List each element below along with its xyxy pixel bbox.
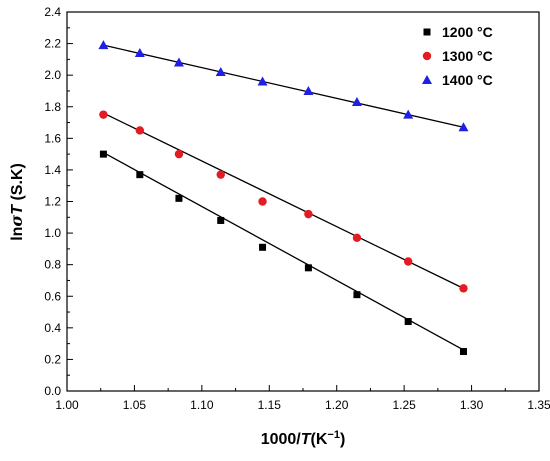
y-tick-label: 1.2: [44, 195, 61, 209]
y-tick-label: 0.0: [44, 384, 61, 398]
data-point-circle: [258, 197, 267, 206]
data-point-triangle: [458, 122, 469, 132]
fit-lines: [103, 44, 464, 351]
data-point-circle: [99, 110, 108, 119]
data-point-triangle: [257, 76, 268, 86]
y-axis-title-sigma: σ: [7, 215, 26, 227]
x-tick-label: 1.10: [190, 398, 214, 412]
data-point-circle: [216, 170, 225, 179]
y-tick-label: 2.4: [44, 5, 61, 19]
x-tick-label: 1.25: [392, 398, 416, 412]
y-tick-label: 1.4: [44, 163, 61, 177]
data-point-triangle: [351, 97, 362, 107]
legend-label: 1200 °C: [442, 24, 493, 40]
y-tick-label: 2.2: [44, 37, 61, 51]
x-axis-title-exponent: −1: [327, 429, 340, 441]
y-axis-title-unit: (S.K): [9, 163, 26, 205]
x-tick-label: 1.00: [55, 398, 79, 412]
y-tick-label: 0.4: [44, 321, 61, 335]
x-axis-title-prefix: 1000/: [261, 431, 302, 448]
legend-label: 1400 °C: [442, 72, 493, 88]
fit-line: [103, 112, 464, 289]
y-tick-label: 1.0: [44, 226, 61, 240]
x-tick-label: 1.15: [258, 398, 282, 412]
data-point-square: [304, 264, 312, 272]
x-tick-label: 1.35: [527, 398, 550, 412]
data-point-square: [175, 194, 183, 202]
data-point-triangle: [215, 67, 226, 77]
x-axis-title-close: ): [340, 431, 345, 448]
plot-frame: [66, 11, 540, 392]
data-point-circle: [135, 126, 145, 135]
x-axis-ticks: 1.00 1.05 1.10 1.15 1.20 1.25 1.30 1.35: [55, 385, 550, 412]
data-point-triangle: [303, 85, 314, 95]
fit-line: [103, 44, 464, 128]
data-point-circle: [352, 233, 362, 243]
y-axis-title-variable: T: [9, 204, 26, 215]
x-tick-label: 1.30: [460, 398, 484, 412]
x-axis-title-unit: (K: [311, 431, 328, 448]
data-point-square: [136, 171, 144, 179]
y-tick-label: 0.8: [44, 258, 61, 272]
y-tick-label: 1.6: [44, 131, 61, 145]
data-point-square: [459, 348, 467, 356]
data-point-square: [259, 243, 267, 251]
y-axis-title: lnσT (S.K): [7, 163, 26, 241]
data-point-circle: [304, 209, 313, 219]
data-point-triangle: [134, 48, 145, 58]
data-point-square: [353, 291, 361, 299]
y-tick-label: 0.2: [44, 352, 61, 366]
data-point-square: [99, 150, 107, 158]
legend-label: 1300 °C: [442, 48, 493, 64]
y-tick-label: 2.0: [44, 68, 61, 82]
data-point-square: [217, 216, 225, 224]
fit-line: [103, 151, 464, 351]
data-point-triangle: [403, 109, 414, 119]
data-point-circle: [459, 284, 468, 293]
legend: 1200 °C 1300 °C 1400 °C: [422, 24, 493, 88]
x-tick-label: 1.20: [325, 398, 349, 412]
y-axis-ticks: 0.0 0.2 0.4 0.6 0.8 1.0 1.2 1.4 1.6 1.8 2.0 2.2 2.4: [44, 5, 73, 398]
y-axis-title-prefix: ln: [9, 227, 26, 241]
data-points: [98, 40, 469, 356]
y-tick-label: 0.6: [44, 289, 61, 303]
y-tick-label: 1.8: [44, 100, 61, 114]
data-point-square: [404, 318, 412, 326]
legend-marker-triangle: [422, 75, 432, 84]
data-point-triangle: [98, 40, 109, 50]
x-axis-title: 1000/T(K−1): [261, 429, 346, 448]
data-point-triangle: [173, 57, 184, 67]
legend-marker-circle: [422, 51, 432, 61]
legend-marker-square: [423, 28, 431, 36]
x-tick-label: 1.05: [123, 398, 147, 412]
data-point-circle: [403, 257, 413, 266]
x-axis-title-variable: T: [301, 431, 312, 448]
data-point-circle: [174, 149, 184, 159]
